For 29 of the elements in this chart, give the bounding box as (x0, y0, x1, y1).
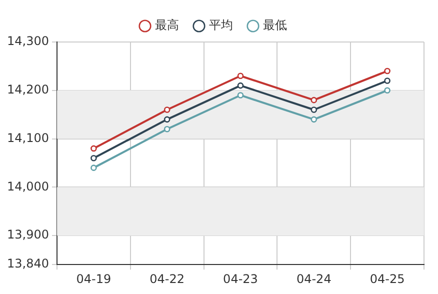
y-tick-label: 14,300 (6, 34, 49, 48)
point (384, 68, 390, 74)
point (90, 145, 97, 152)
point (90, 154, 97, 162)
point (237, 92, 244, 98)
x-tick-label: 04-25 (370, 272, 405, 286)
point (310, 116, 318, 123)
x-tick-label: 04-23 (223, 272, 258, 286)
legend-label: 平均 (209, 18, 233, 32)
point (164, 106, 170, 113)
y-tick-label: 13,900 (6, 228, 49, 242)
point (310, 96, 318, 104)
point (384, 78, 390, 84)
point (384, 87, 390, 94)
legend-label: 最低 (263, 18, 287, 32)
x-tick-label: 04-24 (296, 272, 332, 286)
x-tick-label: 04-19 (76, 272, 112, 286)
point (237, 72, 244, 80)
point (310, 106, 318, 113)
point (90, 164, 97, 171)
y-tick-label: 13,840 (6, 256, 49, 271)
point (164, 116, 170, 123)
y-tick-label: 14,000 (6, 179, 49, 194)
x-tick-label: 04-22 (150, 272, 185, 286)
point (164, 126, 170, 132)
y-tick-label: 14,100 (6, 130, 49, 145)
legend-label: 最高 (155, 18, 179, 32)
y-tick-label: 14,200 (6, 82, 49, 97)
point (237, 82, 244, 89)
